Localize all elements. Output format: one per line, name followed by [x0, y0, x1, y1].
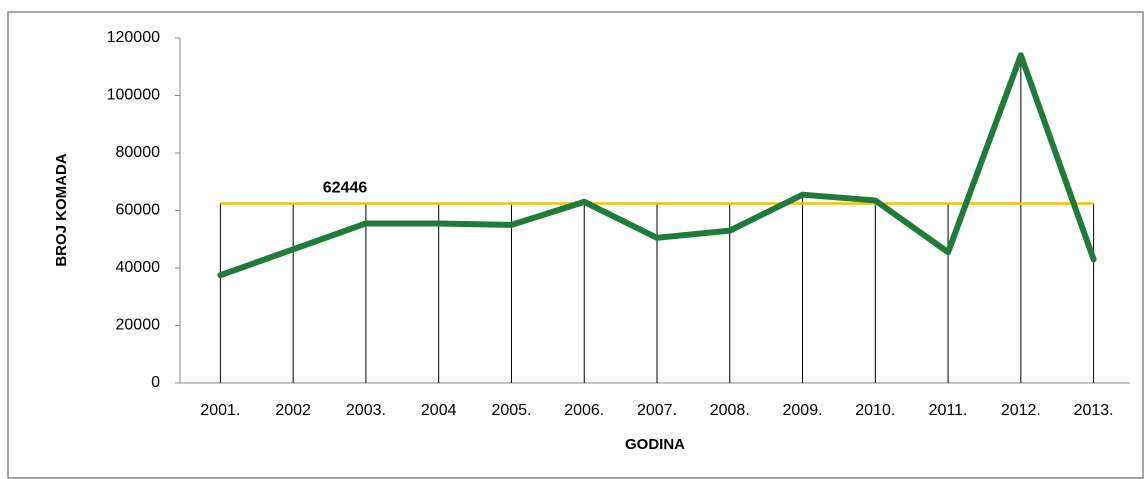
x-tick-label: 2009.	[783, 402, 823, 419]
y-tick-label: 80000	[116, 144, 161, 161]
y-tick-label: 60000	[116, 202, 161, 219]
y-tick-label: 20000	[116, 317, 161, 334]
x-tick-label: 2011.	[929, 402, 968, 419]
x-tick-label: 2004	[421, 402, 457, 419]
x-tick-label: 2001.	[200, 402, 240, 419]
y-tick-label: 100000	[107, 87, 160, 104]
average-label: 62446	[323, 180, 368, 197]
y-axis-title: BROJ KOMADA	[53, 153, 70, 267]
y-tick-label: 40000	[116, 259, 161, 276]
x-tick-label: 2008.	[710, 402, 750, 419]
x-tick-label: 2007.	[637, 402, 677, 419]
x-tick-label: 2003.	[346, 402, 386, 419]
y-tick-label: 0	[151, 374, 160, 391]
x-tick-label: 2012.	[1001, 402, 1041, 419]
x-tick-label: 2013.	[1074, 402, 1114, 419]
x-tick-label: 2010.	[855, 402, 895, 419]
x-tick-label: 2005.	[491, 402, 531, 419]
x-axis-title: GODINA	[625, 436, 685, 453]
x-tick-label: 2002	[275, 402, 311, 419]
series-line	[217, 52, 1097, 279]
x-tick-label: 2006.	[564, 402, 604, 419]
y-tick-label: 120000	[107, 29, 160, 46]
